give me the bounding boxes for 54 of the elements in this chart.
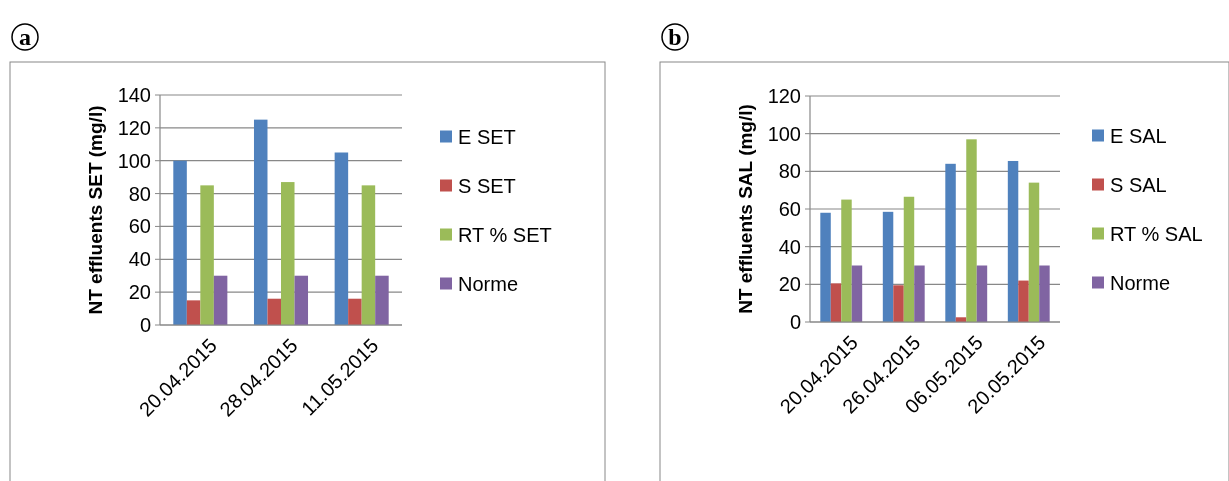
bar xyxy=(976,265,988,322)
bar xyxy=(213,275,228,325)
bar xyxy=(841,199,852,322)
legend-label: RT % SET xyxy=(458,223,552,246)
y-tick-label: 100 xyxy=(767,122,801,145)
bar xyxy=(830,283,842,322)
bar xyxy=(893,285,904,322)
y-tick-label: 0 xyxy=(139,314,151,336)
bar xyxy=(820,212,831,322)
bar xyxy=(294,275,309,325)
y-axis-title: NT effluents SAL (mg/l) xyxy=(735,104,756,314)
y-tick-label: 60 xyxy=(778,198,801,220)
y-tick-label: 140 xyxy=(117,84,151,106)
y-tick-label: 120 xyxy=(117,116,151,139)
bar xyxy=(281,182,295,325)
chart-title: a xyxy=(19,24,31,50)
bar xyxy=(966,139,977,322)
bar xyxy=(1007,160,1019,322)
y-tick-label: 0 xyxy=(789,311,801,333)
legend-label: E SET xyxy=(458,125,516,148)
legend-label: S SET xyxy=(458,174,516,197)
y-tick-label: 120 xyxy=(767,85,801,107)
y-tick-label: 20 xyxy=(778,273,801,296)
y-tick-label: 40 xyxy=(778,235,801,258)
y-tick-label: 80 xyxy=(778,160,801,183)
bar xyxy=(851,265,863,322)
bar xyxy=(1028,182,1040,322)
bar xyxy=(882,211,894,322)
legend-label: RT % SAL xyxy=(1110,222,1203,245)
y-tick-label: 80 xyxy=(128,182,151,205)
y-tick-label: 100 xyxy=(117,149,151,172)
y-axis-title: NT effluents SET (mg/l) xyxy=(85,105,106,315)
bar xyxy=(361,185,376,325)
bar xyxy=(267,298,281,325)
bar xyxy=(914,265,925,322)
bar xyxy=(903,196,915,322)
legend-label: E SAL xyxy=(1110,124,1167,147)
bar xyxy=(334,152,349,325)
bar xyxy=(945,163,956,322)
legend-label: Norme xyxy=(1110,271,1171,294)
bar xyxy=(200,185,214,325)
bar xyxy=(1018,280,1029,322)
chart-title: b xyxy=(668,24,682,50)
y-tick-label: 40 xyxy=(128,248,151,271)
legend-label: S SAL xyxy=(1110,173,1167,196)
bar xyxy=(173,160,187,325)
y-tick-label: 20 xyxy=(128,281,151,304)
y-tick-label: 60 xyxy=(128,215,151,238)
bar xyxy=(253,119,268,325)
bar xyxy=(348,298,362,325)
bar xyxy=(186,300,201,325)
legend-label: Norme xyxy=(458,272,519,295)
bar xyxy=(375,275,389,325)
bar xyxy=(1039,265,1050,322)
